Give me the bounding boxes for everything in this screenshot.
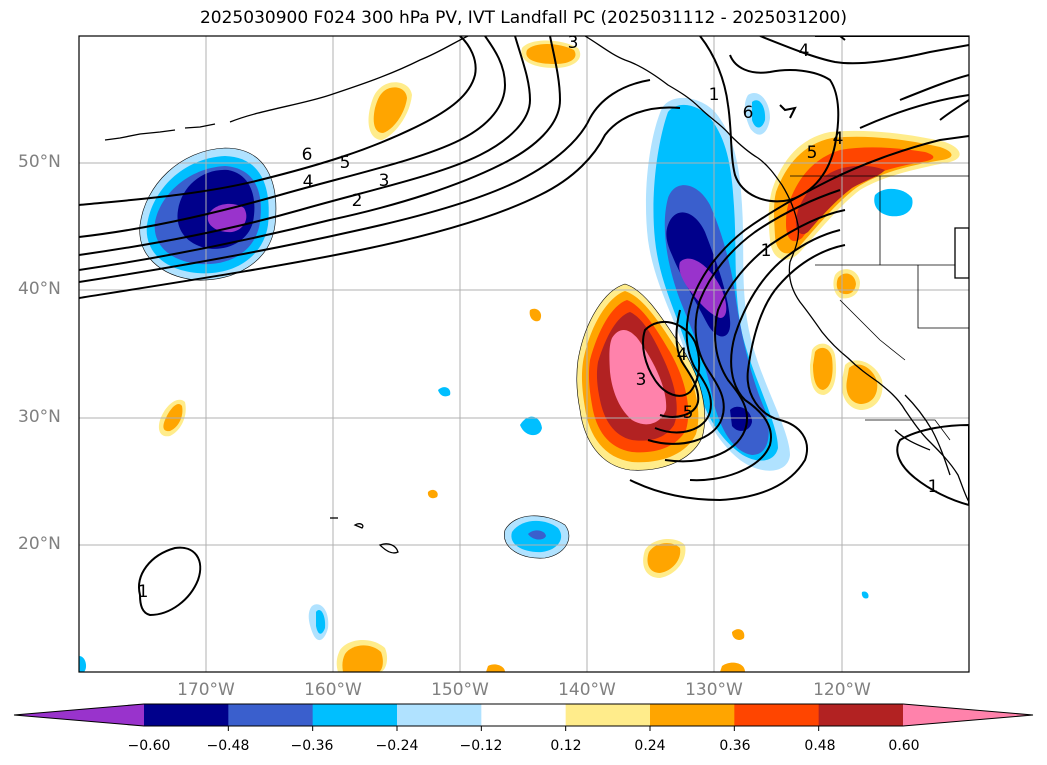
colorbar-tick-label: 0.48 xyxy=(804,738,836,754)
lat-label: 20°N xyxy=(18,534,61,554)
colorbar-tick-label: −0.36 xyxy=(290,738,334,754)
contour-label: 6 xyxy=(743,103,754,123)
lon-label: 120°W xyxy=(813,680,871,700)
contour-label: 5 xyxy=(807,143,818,163)
lon-label: 130°W xyxy=(685,680,743,700)
contour-label: 4 xyxy=(303,172,314,192)
map-frame xyxy=(78,35,970,673)
contour-label: 2 xyxy=(352,191,363,211)
contour-lines xyxy=(79,36,969,617)
contour-label: 1 xyxy=(709,85,720,105)
colorbar-segment xyxy=(734,704,820,726)
lon-label: 160°W xyxy=(304,680,362,700)
contour-label: 1 xyxy=(138,582,149,602)
contour-label: 5 xyxy=(340,153,351,173)
colorbar-tick-label: 0.36 xyxy=(719,738,751,754)
colorbar-outline xyxy=(13,703,1034,727)
lat-label: 30°N xyxy=(18,407,61,427)
positive-anomaly-main xyxy=(576,284,705,471)
colorbar-segment xyxy=(312,704,398,726)
colorbar-tick-label: 0.12 xyxy=(550,738,582,754)
lon-label: 150°W xyxy=(431,680,489,700)
colorbar-segment xyxy=(650,704,735,726)
contour-label: 5 xyxy=(683,403,694,423)
positive-anomaly-small xyxy=(158,40,883,672)
colorbar-tick-label: −0.24 xyxy=(375,738,419,754)
negative-anomaly-small xyxy=(79,92,913,672)
colorbar xyxy=(13,703,1034,731)
colorbar-tick-label: 0.60 xyxy=(888,738,920,754)
contour-label: 3 xyxy=(379,171,390,191)
contour-label: 6 xyxy=(302,145,313,165)
colorbar-extend-min xyxy=(14,704,144,726)
colorbar-segment xyxy=(228,704,314,726)
contour-label: 4 xyxy=(799,41,810,61)
colorbar-segment xyxy=(565,704,651,726)
colorbar-segment xyxy=(397,704,482,726)
colorbar-segment xyxy=(818,704,904,726)
colorbar-tick-label: 0.24 xyxy=(634,738,666,754)
contour-label: 3 xyxy=(636,370,647,390)
lat-label: 40°N xyxy=(18,279,61,299)
contour-label: 3 xyxy=(568,33,579,53)
map-title: 2025030900 F024 300 hPa PV, IVT Landfall… xyxy=(199,8,847,28)
colorbar-extend-max xyxy=(903,704,1033,726)
colorbar-segment xyxy=(481,704,567,726)
political-borders xyxy=(790,175,969,441)
colorbar-segment xyxy=(144,704,229,726)
contour-labels: 6 5 4 3 2 1 1 4 3 5 4 5 4 1 1 3 6 xyxy=(138,33,939,602)
colorbar-tick-label: −0.12 xyxy=(459,738,503,754)
contour-label: 4 xyxy=(677,345,688,365)
contour-label: 4 xyxy=(833,129,844,149)
lon-label: 170°W xyxy=(177,680,235,700)
contour-label: 1 xyxy=(761,241,772,261)
lat-label: 50°N xyxy=(18,152,61,172)
shading-outlines xyxy=(139,147,705,559)
lon-label: 140°W xyxy=(558,680,616,700)
colorbar-tick-label: −0.60 xyxy=(127,738,171,754)
colorbar-tick-label: −0.48 xyxy=(206,738,250,754)
graticule xyxy=(79,36,969,672)
contour-label: 1 xyxy=(928,477,939,497)
coastlines xyxy=(104,36,969,554)
